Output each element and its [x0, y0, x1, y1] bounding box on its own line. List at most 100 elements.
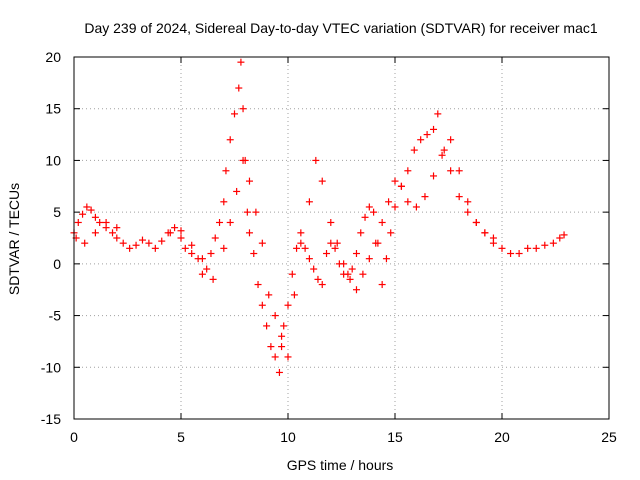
data-point [378, 218, 386, 226]
data-point [412, 203, 420, 211]
data-point [318, 281, 326, 289]
data-point [81, 239, 89, 247]
data-point [243, 208, 251, 216]
data-point [83, 203, 91, 211]
data-point [74, 218, 82, 226]
data-point [541, 241, 549, 249]
data-point [312, 156, 320, 164]
data-point [226, 136, 234, 144]
data-point [423, 131, 431, 139]
y-tick-label: -10 [41, 359, 61, 375]
data-point [265, 291, 273, 299]
data-point [297, 239, 305, 247]
data-point [391, 177, 399, 185]
data-point [231, 110, 238, 118]
data-point [489, 234, 497, 242]
data-point [365, 203, 373, 211]
data-point [455, 193, 463, 201]
data-point [515, 250, 523, 258]
x-tick-label: 25 [601, 429, 617, 445]
data-point [239, 105, 247, 113]
data-point [288, 270, 296, 278]
y-tick-label: -5 [49, 308, 62, 324]
data-point [323, 250, 331, 258]
data-point [357, 229, 365, 237]
data-point [226, 218, 234, 226]
data-point [290, 291, 298, 299]
data-point [113, 234, 121, 242]
data-point [220, 244, 228, 252]
data-point [151, 244, 159, 252]
x-tick-labels: 0 5 10 15 20 25 [70, 429, 617, 445]
data-point [438, 151, 446, 159]
data-point [331, 244, 339, 252]
data-point [327, 218, 335, 226]
data-point [245, 229, 253, 237]
data-point [284, 353, 292, 361]
data-point [346, 275, 354, 283]
data-point [132, 241, 140, 249]
data-point [387, 229, 395, 237]
x-tick-label: 0 [70, 429, 78, 445]
data-point [340, 260, 348, 268]
data-point [188, 250, 196, 258]
data-point [344, 270, 352, 278]
data-point [301, 244, 309, 252]
plot-frame [73, 56, 610, 420]
data-point [271, 353, 279, 361]
data-point [87, 206, 95, 214]
data-point [310, 265, 318, 273]
data-point [280, 322, 288, 330]
data-point [430, 172, 438, 180]
y-tick-labels: -15 -10 -5 0 5 10 15 20 [41, 49, 61, 427]
data-point [252, 208, 260, 216]
data-point [378, 281, 386, 289]
axis-ticks [73, 56, 610, 420]
x-tick-label: 15 [387, 429, 403, 445]
data-point [385, 198, 393, 206]
data-point [297, 229, 305, 237]
data-point [203, 265, 211, 273]
y-axis-label: SDTVAR / TECUs [6, 183, 22, 295]
data-point [305, 198, 313, 206]
data-point [447, 167, 455, 175]
data-point [455, 167, 463, 175]
data-point [138, 236, 146, 244]
data-point [239, 156, 247, 164]
data-point [560, 231, 568, 239]
data-point [372, 239, 380, 247]
data-point [430, 125, 438, 133]
data-point [254, 281, 262, 289]
data-point [91, 213, 99, 221]
data-point [216, 218, 224, 226]
data-point [305, 255, 313, 263]
data-point [404, 198, 412, 206]
data-point [198, 270, 206, 278]
x-axis-label: GPS time / hours [287, 457, 394, 473]
data-point [481, 229, 489, 237]
data-point [237, 58, 245, 66]
data-point [434, 110, 442, 118]
data-point [365, 255, 373, 263]
data-point [284, 301, 292, 309]
data-point [318, 177, 326, 185]
data-point [352, 286, 360, 294]
y-tick-label: 0 [53, 256, 61, 272]
data-point [507, 250, 515, 258]
y-tick-label: -15 [41, 411, 61, 427]
data-point [498, 244, 506, 252]
data-point [327, 239, 335, 247]
data-point [293, 244, 301, 252]
data-point [275, 368, 283, 376]
data-point [348, 265, 356, 273]
data-point [447, 136, 455, 144]
data-point [145, 239, 153, 247]
x-tick-label: 10 [280, 429, 296, 445]
data-point [359, 270, 367, 278]
data-point [549, 239, 557, 247]
data-point [278, 332, 286, 340]
data-point [166, 229, 174, 237]
data-point [472, 218, 480, 226]
data-points [70, 58, 568, 376]
